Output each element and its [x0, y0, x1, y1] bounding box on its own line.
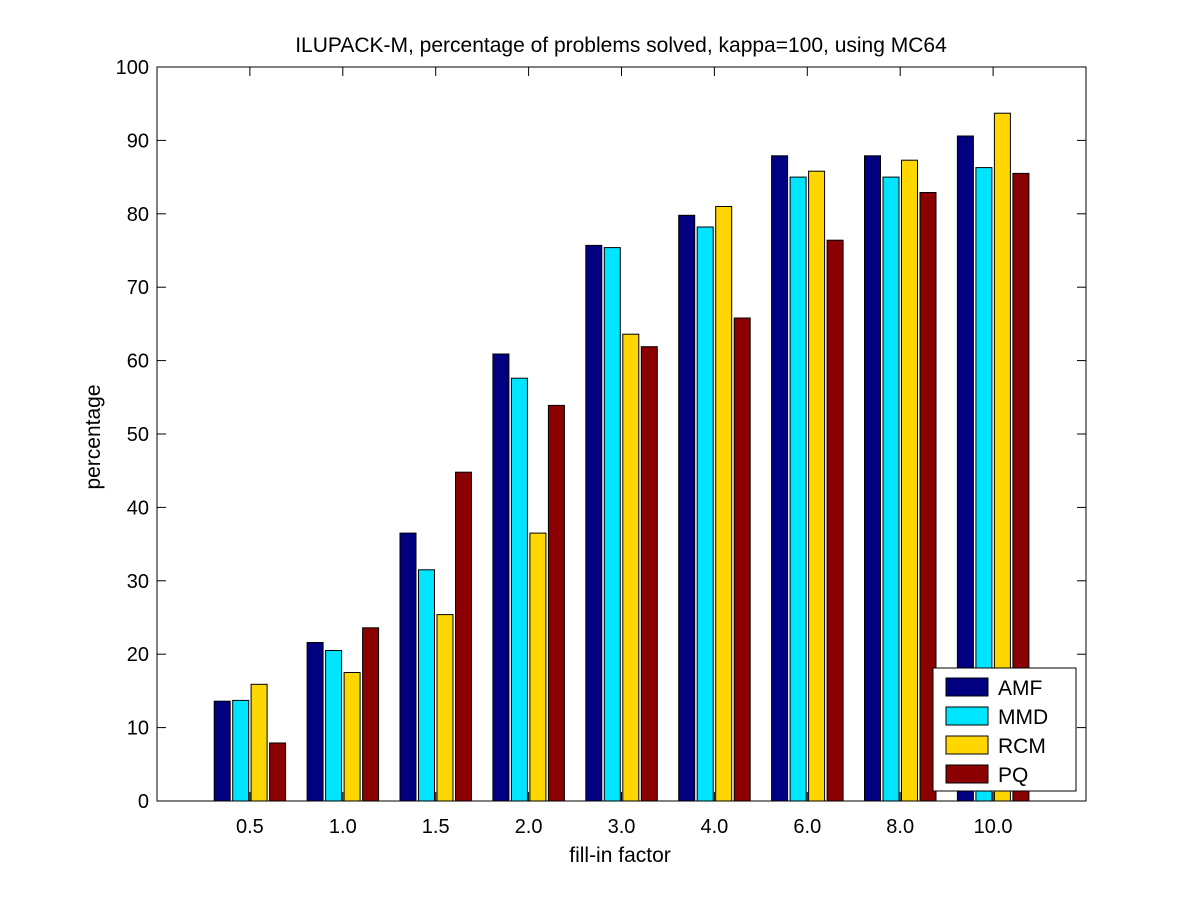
bar-rcm-8.0	[901, 159, 918, 802]
bar-rcm-3.0	[622, 333, 640, 802]
bar-amf-4.0	[678, 214, 696, 802]
y-tick-label: 10	[127, 718, 149, 740]
y-tick-label: 80	[127, 204, 149, 226]
x-tick-label: 6.0	[793, 816, 821, 838]
x-tick-label: 1.0	[329, 816, 357, 838]
bar-pq-4.0	[733, 317, 751, 802]
bar-mmd-1.5	[418, 569, 435, 802]
legend: AMF MMD RCM PQ	[932, 667, 1077, 792]
x-tick-label: 8.0	[886, 816, 914, 838]
bar-amf-1.0	[306, 642, 324, 802]
bar-amf-8.0	[864, 155, 881, 802]
y-tick-label: 90	[127, 130, 149, 152]
bar-amf-6.0	[771, 155, 789, 802]
y-tick-label: 70	[127, 277, 149, 299]
x-tick-label: 4.0	[700, 816, 728, 838]
bar-mmd-4.0	[696, 226, 714, 802]
y-tick-label: 60	[127, 351, 149, 373]
x-axis-title: fill-in factor	[569, 844, 671, 867]
legend-swatch-rcm	[945, 735, 989, 755]
x-tick-label: 1.5	[422, 816, 450, 838]
bar-amf-1.5	[399, 532, 417, 802]
legend-label-pq: PQ	[998, 764, 1028, 787]
x-tick-label: 3.0	[608, 816, 636, 838]
x-tick-label: 0.5	[236, 816, 264, 838]
bar-amf-3.0	[585, 244, 603, 802]
bar-rcm-2.0	[529, 532, 547, 802]
bar-pq-1.5	[455, 471, 472, 802]
legend-swatch-pq	[945, 764, 989, 784]
bar-mmd-0.5	[232, 699, 250, 802]
y-tick-label: 40	[127, 497, 149, 519]
bar-pq-6.0	[826, 239, 844, 802]
bar-mmd-8.0	[882, 176, 900, 802]
legend-swatch-amf	[945, 677, 989, 697]
y-tick-label: 20	[127, 644, 149, 666]
bar-pq-3.0	[640, 346, 658, 802]
bar-rcm-6.0	[808, 170, 826, 802]
y-tick-label: 0	[138, 791, 149, 813]
bar-rcm-1.0	[343, 672, 361, 802]
bar-pq-0.5	[269, 742, 287, 802]
legend-label-mmd: MMD	[998, 706, 1048, 729]
x-tick-label: 10.0	[974, 816, 1013, 838]
bars-layer	[213, 112, 1030, 802]
bar-pq-2.0	[547, 404, 565, 802]
y-axis: 0 10 20 30 40 50 60 70 80 90 100	[116, 57, 1086, 813]
y-tick-label: 100	[116, 57, 149, 79]
legend-label-amf: AMF	[998, 677, 1042, 700]
bar-mmd-2.0	[510, 377, 528, 802]
legend-label-rcm: RCM	[998, 735, 1046, 758]
bar-amf-2.0	[492, 353, 510, 802]
bar-mmd-1.0	[325, 650, 343, 802]
bar-rcm-4.0	[715, 206, 733, 802]
bar-mmd-6.0	[789, 176, 807, 802]
y-tick-label: 30	[127, 571, 149, 593]
chart-title: ILUPACK-M, percentage of problems solved…	[295, 34, 947, 57]
x-axis: 0.5 1.0 1.5 2.0 3.0 4.0 6.0 8.0 10.0	[236, 67, 1013, 838]
bar-amf-0.5	[213, 700, 231, 802]
x-tick-label: 2.0	[515, 816, 543, 838]
bar-rcm-0.5	[250, 683, 268, 802]
y-tick-label: 50	[127, 424, 149, 446]
bar-rcm-1.5	[436, 614, 454, 802]
bar-pq-1.0	[362, 627, 380, 802]
y-axis-title: percentage	[82, 384, 105, 489]
bar-mmd-3.0	[603, 247, 621, 802]
legend-swatch-mmd	[945, 706, 989, 726]
